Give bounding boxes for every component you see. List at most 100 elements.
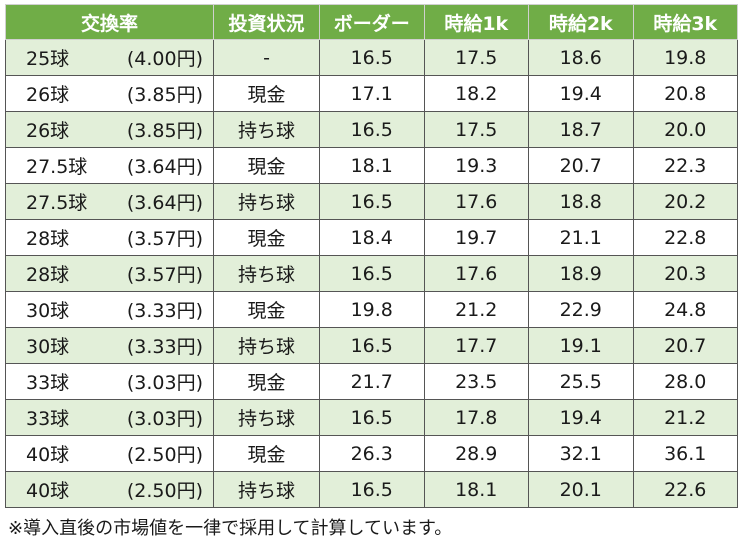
- border-cell: 16.5: [319, 327, 425, 364]
- yen-per-ball: (2.50円): [126, 480, 203, 502]
- investment-type-cell: 持ち球: [213, 111, 320, 148]
- hourly-2k-cell: 19.4: [528, 399, 634, 436]
- balls-per-1000yen: 25球: [26, 48, 70, 70]
- exchange-rate-content: 40球 (2.50円): [6, 440, 213, 467]
- hourly-1k-cell: 19.7: [423, 219, 529, 256]
- yen-per-ball: (3.64円): [126, 156, 203, 178]
- investment-type-cell: 現金: [213, 291, 320, 328]
- table-row: 30球 (3.33円) 持ち球 16.5 17.7 19.1 20.7: [5, 327, 738, 364]
- hourly-1k-cell: 17.8: [423, 399, 529, 436]
- investment-type-cell: 持ち球: [213, 399, 320, 436]
- border-table-container: 交換率 投資状況 ボーダー 時給1k 時給2k 時給3k 25球 (4.00円) -…: [5, 4, 738, 508]
- exchange-rate-cell: 33球 (3.03円): [5, 363, 214, 400]
- balls-per-1000yen: 27.5球: [26, 156, 88, 178]
- investment-type-cell: 現金: [213, 435, 320, 472]
- exchange-rate-cell: 27.5球 (3.64円): [5, 147, 214, 184]
- table-body: 25球 (4.00円) -16.5 17.5 18.6 19.8 26球 (3.85円) 現金 1…: [5, 39, 738, 508]
- hourly-1k-cell: 17.6: [423, 183, 529, 220]
- hourly-3k-cell: 36.1: [632, 435, 738, 472]
- table-row: 33球 (3.03円) 現金 21.7 23.5 25.5 28.0: [5, 363, 738, 400]
- balls-per-1000yen: 26球: [26, 84, 70, 106]
- table-row: 40球 (2.50円) 現金 26.3 28.9 32.1 36.1: [5, 435, 738, 472]
- exchange-rate-content: 33球 (3.03円): [6, 404, 213, 431]
- investment-type-cell: -: [213, 39, 320, 76]
- balls-per-1000yen: 28球: [26, 228, 70, 250]
- balls-per-1000yen: 33球: [26, 408, 70, 430]
- hourly-3k-cell: 19.8: [632, 39, 738, 76]
- exchange-rate-cell: 26球 (3.85円): [5, 75, 214, 112]
- exchange-rate-content: 28球 (3.57円): [6, 224, 213, 251]
- table-row: 25球 (4.00円) -16.5 17.5 18.6 19.8: [5, 39, 738, 76]
- yen-per-ball: (3.85円): [126, 120, 203, 142]
- hourly-2k-cell: 18.7: [528, 111, 634, 148]
- hourly-3k-cell: 20.8: [632, 75, 738, 112]
- border-cell: 19.8: [319, 291, 425, 328]
- hourly-1k-cell: 17.5: [423, 39, 529, 76]
- exchange-rate-cell: 40球 (2.50円): [5, 435, 214, 472]
- investment-type-cell: 現金: [213, 219, 320, 256]
- hourly-3k-cell: 22.6: [632, 471, 738, 508]
- border-cell: 16.5: [319, 255, 425, 292]
- hourly-2k-cell: 18.8: [528, 183, 634, 220]
- yen-per-ball: (2.50円): [126, 444, 203, 466]
- exchange-rate-cell: 28球 (3.57円): [5, 219, 214, 256]
- exchange-rate-cell: 30球 (3.33円): [5, 291, 214, 328]
- border-table: 交換率 投資状況 ボーダー 時給1k 時給2k 時給3k 25球 (4.00円) -…: [5, 4, 738, 508]
- header-investment-type: 投資状況: [213, 4, 320, 40]
- hourly-2k-cell: 18.6: [528, 39, 634, 76]
- yen-per-ball: (4.00円): [126, 48, 203, 70]
- investment-type-cell: 持ち球: [213, 183, 320, 220]
- border-cell: 21.7: [319, 363, 425, 400]
- yen-per-ball: (3.33円): [126, 300, 203, 322]
- border-cell: 18.1: [319, 147, 425, 184]
- hourly-1k-cell: 18.1: [423, 471, 529, 508]
- table-row: 30球 (3.33円) 現金 19.8 21.2 22.9 24.8: [5, 291, 738, 328]
- investment-type-cell: 現金: [213, 147, 320, 184]
- hourly-2k-cell: 20.7: [528, 147, 634, 184]
- hourly-3k-cell: 21.2: [632, 399, 738, 436]
- hourly-3k-cell: 24.8: [632, 291, 738, 328]
- balls-per-1000yen: 26球: [26, 120, 70, 142]
- yen-per-ball: (3.85円): [126, 84, 203, 106]
- hourly-1k-cell: 18.2: [423, 75, 529, 112]
- balls-per-1000yen: 27.5球: [26, 192, 88, 214]
- header-hourly-2k: 時給2k: [528, 4, 634, 40]
- balls-per-1000yen: 40球: [26, 444, 70, 466]
- hourly-2k-cell: 32.1: [528, 435, 634, 472]
- border-cell: 16.5: [319, 471, 425, 508]
- exchange-rate-content: 30球 (3.33円): [6, 332, 213, 359]
- exchange-rate-content: 26球 (3.85円): [6, 116, 213, 143]
- hourly-1k-cell: 28.9: [423, 435, 529, 472]
- exchange-rate-content: 27.5球 (3.64円): [6, 188, 213, 215]
- border-cell: 16.5: [319, 399, 425, 436]
- exchange-rate-cell: 26球 (3.85円): [5, 111, 214, 148]
- hourly-3k-cell: 20.3: [632, 255, 738, 292]
- exchange-rate-cell: 40球 (2.50円): [5, 471, 214, 508]
- exchange-rate-cell: 33球 (3.03円): [5, 399, 214, 436]
- balls-per-1000yen: 28球: [26, 264, 70, 286]
- exchange-rate-content: 26球 (3.85円): [6, 80, 213, 107]
- table-row: 40球 (2.50円) 持ち球 16.5 18.1 20.1 22.6: [5, 471, 738, 508]
- border-cell: 16.5: [319, 111, 425, 148]
- hourly-1k-cell: 17.7: [423, 327, 529, 364]
- header-border: ボーダー: [319, 4, 425, 40]
- exchange-rate-cell: 28球 (3.57円): [5, 255, 214, 292]
- border-cell: 16.5: [319, 39, 425, 76]
- yen-per-ball: (3.03円): [126, 408, 203, 430]
- balls-per-1000yen: 40球: [26, 480, 70, 502]
- table-header-row: 交換率 投資状況 ボーダー 時給1k 時給2k 時給3k: [5, 4, 738, 40]
- investment-type-cell: 持ち球: [213, 327, 320, 364]
- exchange-rate-cell: 30球 (3.33円): [5, 327, 214, 364]
- balls-per-1000yen: 33球: [26, 372, 70, 394]
- exchange-rate-content: 30球 (3.33円): [6, 296, 213, 323]
- border-cell: 18.4: [319, 219, 425, 256]
- hourly-3k-cell: 22.3: [632, 147, 738, 184]
- table-row: 26球 (3.85円) 持ち球 16.5 17.5 18.7 20.0: [5, 111, 738, 148]
- header-exchange-rate: 交換率: [5, 4, 214, 40]
- hourly-2k-cell: 22.9: [528, 291, 634, 328]
- exchange-rate-content: 25球 (4.00円): [6, 44, 213, 71]
- hourly-2k-cell: 20.1: [528, 471, 634, 508]
- hourly-1k-cell: 17.5: [423, 111, 529, 148]
- hourly-2k-cell: 18.9: [528, 255, 634, 292]
- hourly-1k-cell: 19.3: [423, 147, 529, 184]
